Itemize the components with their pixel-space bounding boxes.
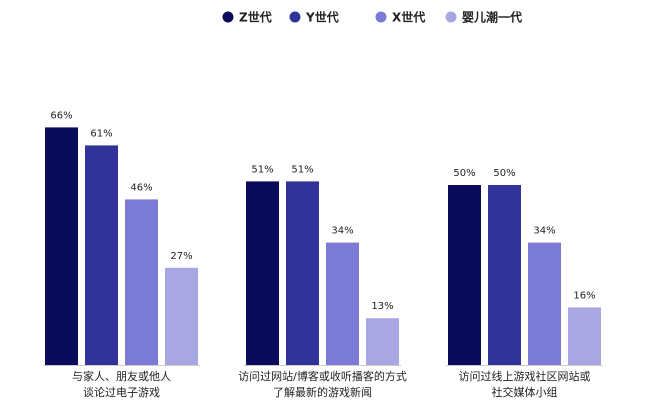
value-label: 34% xyxy=(331,226,353,237)
value-label: 46% xyxy=(130,182,152,193)
legend-marker xyxy=(375,11,387,23)
bar xyxy=(165,267,198,365)
legend-marker xyxy=(222,11,234,23)
bar xyxy=(125,199,158,365)
bar xyxy=(45,127,78,366)
legend-marker xyxy=(445,11,457,23)
value-label: 51% xyxy=(291,164,313,175)
bar xyxy=(326,242,359,365)
legend-label: X世代 xyxy=(392,10,425,25)
bar xyxy=(568,307,601,365)
bar xyxy=(528,242,561,365)
value-label: 50% xyxy=(493,168,515,179)
value-label: 16% xyxy=(573,290,595,301)
bar xyxy=(246,181,279,365)
bar xyxy=(366,318,399,365)
bar xyxy=(85,145,118,365)
legend-label: Z世代 xyxy=(239,10,272,25)
category-label: 访问过网站/博客或收听播客的方式 了解最新的游戏新闻 xyxy=(238,370,407,399)
category-label: 访问过线上游戏社区网站或 社交媒体小组 xyxy=(458,370,591,399)
value-label: 66% xyxy=(50,110,72,121)
bar xyxy=(286,181,319,365)
bar xyxy=(488,185,521,365)
legend-marker xyxy=(289,11,301,23)
legend-label: 婴儿潮一代 xyxy=(462,10,522,25)
value-label: 61% xyxy=(90,128,112,139)
legend-label: Y世代 xyxy=(305,10,339,25)
value-label: 13% xyxy=(371,301,393,312)
bar xyxy=(448,185,481,365)
value-label: 34% xyxy=(533,226,555,237)
value-label: 51% xyxy=(251,164,273,175)
category-label: 与家人、朋友或他人 谈论过电子游戏 xyxy=(72,370,171,399)
value-label: 50% xyxy=(453,168,475,179)
value-label: 27% xyxy=(170,251,192,262)
